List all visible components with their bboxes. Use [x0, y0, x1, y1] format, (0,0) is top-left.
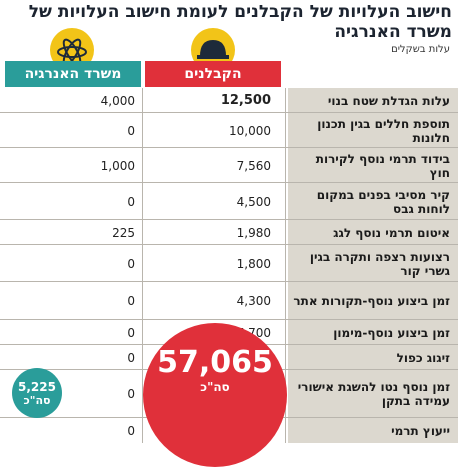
subtitle: עלות בשקלים: [391, 44, 450, 55]
contractors-value: 12,500: [220, 93, 271, 108]
row-label: בידוד תרמי נוסף לקירות חוץ: [288, 148, 458, 183]
column-divider: [285, 88, 286, 443]
total-unit: סה"כ: [23, 393, 51, 407]
total-unit: סה"כ: [200, 380, 230, 394]
contractors-value: 1,980: [236, 225, 271, 240]
contractors-value: 1,800: [236, 256, 271, 271]
energy-value: 0: [127, 194, 135, 209]
contractors-value: 10,000: [229, 123, 271, 138]
row-separator: [0, 112, 458, 113]
energy-value: 4,000: [100, 93, 135, 108]
row-label: זמן ביצוע נוסף-מימון: [288, 320, 458, 345]
total-energy: 5,225 סה"כ: [12, 368, 62, 418]
row-label: עלות הגדלת שטח בנוי: [288, 88, 458, 113]
contractors-value: 4,500: [236, 194, 271, 209]
row-label: קיר מסיבי בפנים במקום לוחות גבס: [288, 183, 458, 220]
row-separator: [0, 182, 458, 183]
title: חישוב העלויות של הקבלנים לעומת חישוב העל…: [28, 2, 452, 42]
energy-value: 0: [127, 123, 135, 138]
total-contractors: 57,065 סה"כ: [143, 323, 287, 467]
row-separator: [0, 244, 458, 245]
row-label: ייעוץ תרמי: [288, 418, 458, 443]
energy-value: 1,000: [100, 158, 135, 173]
helmet-icon: [200, 40, 226, 56]
row-label: רצועות רצפה ותקרה בגין גשרי קור: [288, 245, 458, 282]
contractors-value: 7,560: [236, 158, 271, 173]
total-value: 5,225: [18, 379, 56, 394]
energy-value: 0: [127, 350, 135, 365]
column-header: הקבלנים: [145, 61, 281, 87]
total-value: 57,065: [157, 345, 273, 380]
row-label: תוספת חללים בגין תכנון חלונות: [288, 113, 458, 148]
row-label: זיגוג כפול: [288, 345, 458, 370]
energy-value: 0: [127, 387, 135, 401]
energy-value: 0: [127, 423, 135, 438]
energy-value: 225: [112, 225, 135, 240]
row-separator: [0, 147, 458, 148]
row-label: זמן ביצוע נוסף-תקורות אתר: [288, 282, 458, 320]
energy-value: 0: [127, 294, 135, 308]
row-label: איטום תרמי נוסף לגג: [288, 220, 458, 245]
column-divider: [142, 88, 143, 443]
row-separator: [0, 219, 458, 220]
row-label: זמן נוסף נטו להשגת אישורי עמידה בתקן: [288, 370, 458, 418]
column-header: משרד האנרגיה: [5, 61, 141, 87]
row-separator: [0, 319, 458, 320]
helmet-brim: [197, 55, 229, 59]
row-separator: [0, 281, 458, 282]
contractors-value: 4,300: [236, 294, 271, 308]
energy-value: 0: [127, 325, 135, 340]
energy-value: 0: [127, 256, 135, 271]
